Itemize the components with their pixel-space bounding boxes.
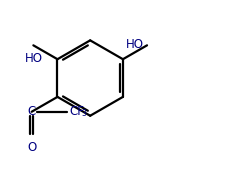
Text: C: C <box>27 105 36 118</box>
Text: O: O <box>27 141 36 153</box>
Text: 3: 3 <box>81 109 86 118</box>
Text: HO: HO <box>25 52 43 65</box>
Text: HO: HO <box>126 38 144 51</box>
Text: CF: CF <box>69 105 84 118</box>
